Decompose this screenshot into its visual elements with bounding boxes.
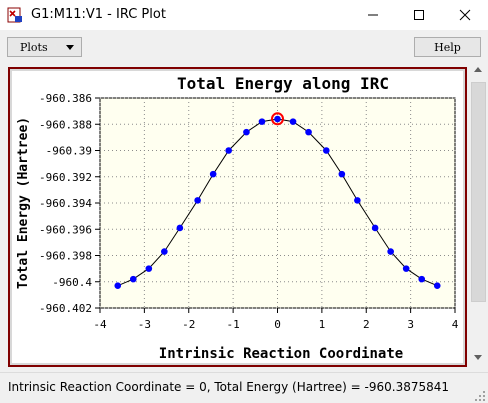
status-bar <box>0 372 488 403</box>
y-tick-label: -960.386 <box>39 92 92 105</box>
data-point <box>433 282 441 289</box>
y-tick-label: -960.4 <box>52 276 92 289</box>
x-tick-label: 4 <box>452 318 459 331</box>
y-tick-label: -960.396 <box>39 223 92 236</box>
maximize-button[interactable] <box>396 0 442 30</box>
plots-dropdown[interactable]: Plots <box>7 37 82 57</box>
data-point <box>243 128 250 136</box>
y-tick-labels: -960.386 -960.388 -960.39 -960.392 -960.394 -… <box>39 92 92 315</box>
highlight-marker[interactable] <box>271 112 284 126</box>
scroll-down-icon[interactable] <box>474 355 482 360</box>
x-tick-label: -3 <box>138 318 151 331</box>
data-point <box>305 128 312 136</box>
x-tick-label: 3 <box>407 318 414 331</box>
scroll-thumb[interactable] <box>471 82 486 302</box>
x-axis-label: Intrinsic Reaction Coordinate <box>159 346 403 362</box>
x-tick-label: 2 <box>363 318 370 331</box>
data-points <box>114 115 441 289</box>
help-label: Help <box>434 40 461 54</box>
title-bar: G1:M11:V1 - IRC Plot <box>0 0 488 30</box>
chart-title: Total Energy along IRC <box>177 74 389 93</box>
status-text: Intrinsic Reaction Coordinate = 0, Total… <box>8 380 450 394</box>
y-tick-label: -960.39 <box>46 145 92 158</box>
data-point <box>114 282 122 289</box>
data-point <box>418 275 426 283</box>
minimize-button[interactable] <box>350 0 396 30</box>
data-point <box>176 224 184 232</box>
data-point <box>289 118 297 125</box>
scroll-up-icon[interactable] <box>474 67 482 72</box>
help-button[interactable]: Help <box>414 37 481 57</box>
minimize-icon <box>368 14 378 16</box>
y-tick-label: -960.392 <box>39 171 92 184</box>
x-tick-label: 1 <box>319 318 326 331</box>
data-point <box>145 265 153 272</box>
close-button[interactable] <box>442 0 488 30</box>
x-tick-label: 0 <box>274 318 281 331</box>
axis-ticks <box>95 97 456 313</box>
y-tick-label: -960.394 <box>39 197 92 210</box>
x-tick-label: -2 <box>182 318 195 331</box>
x-tick-labels: -4 -3 -2 -1 0 1 2 3 4 <box>93 318 458 331</box>
data-point <box>274 115 281 123</box>
app-icon <box>7 7 22 23</box>
y-tick-label: -960.398 <box>39 250 92 263</box>
y-tick-label: -960.388 <box>39 118 92 131</box>
data-point <box>371 224 379 232</box>
data-point <box>129 275 137 283</box>
data-point <box>194 197 201 204</box>
chevron-down-icon <box>66 45 74 50</box>
data-point <box>354 197 361 204</box>
plots-label: Plots <box>20 40 48 54</box>
close-icon <box>459 9 471 21</box>
y-tick-label: -960.402 <box>39 302 92 315</box>
x-tick-label: -1 <box>227 318 240 331</box>
data-point <box>402 265 410 272</box>
data-point <box>209 170 217 178</box>
resize-grip-icon[interactable] <box>474 390 486 402</box>
data-point <box>225 147 232 154</box>
window-title: G1:M11:V1 - IRC Plot <box>31 7 166 22</box>
data-point <box>258 118 266 125</box>
x-tick-label: -4 <box>93 318 107 331</box>
data-point <box>161 248 168 255</box>
data-point <box>338 170 346 178</box>
maximize-icon <box>414 10 424 20</box>
y-axis-label: Total Energy (Hartree) <box>16 117 31 289</box>
data-point <box>323 147 330 154</box>
data-point <box>387 248 394 255</box>
